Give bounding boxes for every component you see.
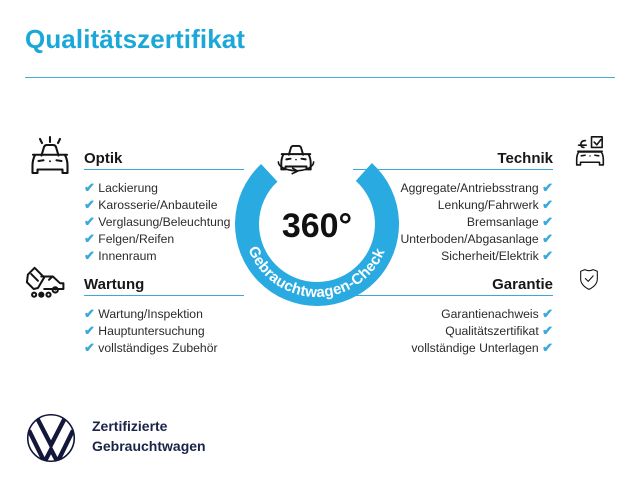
svg-text:360°: 360° [282,207,352,245]
